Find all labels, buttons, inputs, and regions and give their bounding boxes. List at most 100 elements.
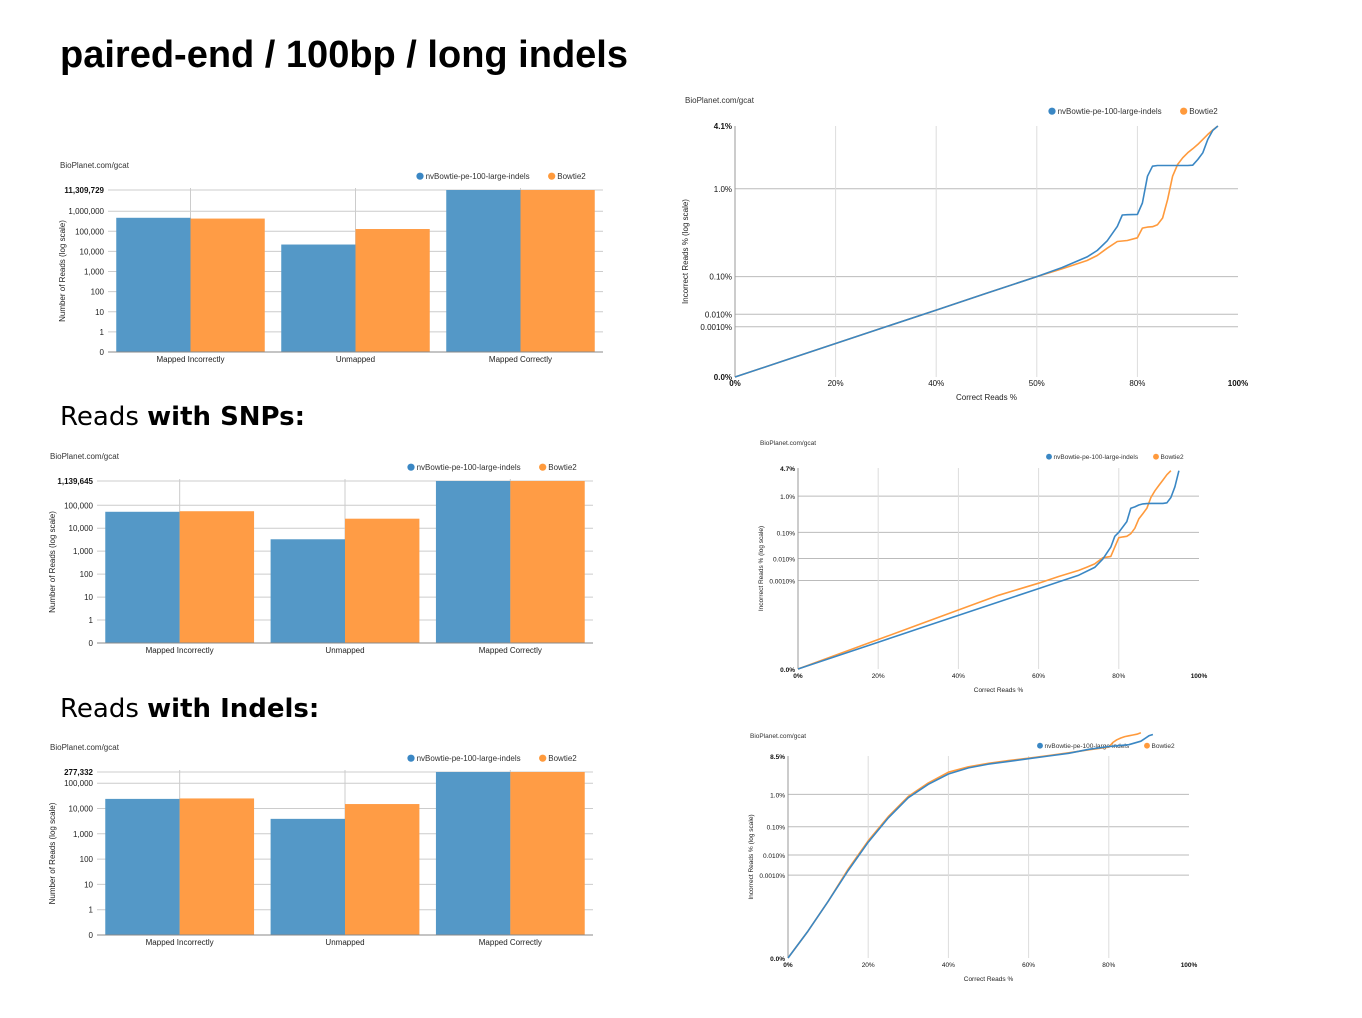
bar-nvbowtie — [105, 798, 180, 935]
x-tick-label: Mapped Incorrectly — [146, 646, 214, 655]
bar-bowtie2 — [190, 218, 265, 352]
snp-section-prefix: Reads — [60, 402, 148, 432]
legend-label-0: nvBowtie-pe-100-large-indels — [1058, 107, 1162, 116]
y-axis-label: Number of Reads (log scale) — [48, 511, 57, 613]
bar-bowtie2 — [355, 229, 430, 352]
bar-bowtie2 — [179, 798, 255, 935]
bar-bowtie2 — [510, 772, 585, 935]
y-max-label: 11,309,729 — [64, 186, 104, 195]
x-tick-label: 80% — [1129, 379, 1145, 388]
series-line-nvbowtie — [734, 125, 1219, 378]
x-tick-label: 40% — [928, 379, 944, 388]
series-line-nvbowtie — [787, 733, 1154, 959]
x-tick-label: 80% — [1102, 962, 1115, 969]
y-tick-label: 0.010% — [763, 853, 785, 860]
y-tick-label: 100,000 — [64, 501, 93, 510]
y-tick-label: 0.0% — [780, 667, 795, 674]
y-tick-label: 4.7% — [780, 466, 795, 473]
chart-source-label: BioPlanet.com/gcat — [685, 96, 755, 105]
y-axis-label: Incorrect Reads % (log scale) — [758, 526, 765, 611]
legend-label-1: Bowtie2 — [557, 172, 586, 181]
y-tick-label: 8.5% — [770, 754, 785, 761]
x-axis-label: Correct Reads % — [974, 687, 1024, 694]
y-tick-label: 10,000 — [69, 805, 94, 814]
bar-nvbowtie — [435, 772, 511, 935]
y-axis-label: Number of Reads (log scale) — [48, 802, 57, 904]
x-tick-label: 40% — [942, 962, 955, 969]
legend-label-0: nvBowtie-pe-100-large-indels — [417, 754, 521, 763]
bar-chart-indel-reads: BioPlanet.com/gcat nvBowtie-pe-100-large-… — [45, 742, 605, 957]
bar-nvbowtie — [116, 217, 191, 352]
bar-nvbowtie — [270, 539, 345, 643]
legend-marker-1 — [539, 463, 547, 471]
legend-label-0: nvBowtie-pe-100-large-indels — [426, 172, 530, 181]
y-tick-label: 100 — [80, 570, 94, 579]
bar-nvbowtie — [270, 818, 345, 935]
line-chart-indel-reads: BioPlanet.com/gcat nvBowtie-pe-100-large-… — [745, 731, 1205, 986]
y-tick-label: 10,000 — [80, 247, 105, 256]
y-tick-label: 0.10% — [709, 273, 732, 282]
y-tick-label: 0.0010% — [759, 873, 785, 880]
y-tick-label: 100,000 — [64, 779, 93, 788]
y-tick-label: 0.0% — [714, 373, 732, 382]
series-line-bowtie2 — [797, 470, 1172, 670]
legend-marker-0 — [416, 172, 424, 180]
y-axis-label: Incorrect Reads % (log scale) — [681, 199, 690, 304]
legend-label-1: Bowtie2 — [1161, 454, 1185, 461]
snp-section-heading: Reads with SNPs: — [60, 402, 305, 432]
x-tick-label: 20% — [862, 962, 875, 969]
x-tick-label: 100% — [1228, 379, 1248, 388]
series-line-bowtie2 — [734, 125, 1219, 378]
y-tick-label: 1,000 — [84, 268, 105, 277]
chart-source-label: BioPlanet.com/gcat — [750, 733, 806, 740]
x-tick-label: 0% — [783, 962, 793, 969]
y-tick-label: 0 — [89, 931, 94, 940]
x-tick-label: 60% — [1022, 962, 1035, 969]
y-tick-label: 4.1% — [714, 122, 732, 131]
bar-bowtie2 — [520, 190, 595, 352]
x-tick-label: 20% — [872, 673, 885, 680]
legend-marker-0 — [407, 463, 415, 471]
y-tick-label: 0.0010% — [700, 323, 732, 332]
legend-label-1: Bowtie2 — [1189, 107, 1218, 116]
y-tick-label: 0.010% — [705, 310, 732, 319]
x-tick-label: Mapped Correctly — [479, 646, 542, 655]
x-tick-label: Mapped Correctly — [489, 355, 552, 364]
y-tick-label: 0.010% — [773, 556, 795, 563]
line-chart-svg: BioPlanet.com/gcat nvBowtie-pe-100-large-… — [681, 96, 1248, 402]
legend-marker-1 — [1153, 453, 1159, 460]
bar-nvbowtie — [281, 244, 356, 352]
y-tick-label: 1,000 — [73, 830, 94, 839]
x-tick-label: Unmapped — [325, 646, 364, 655]
y-axis-label: Number of Reads (log scale) — [58, 220, 67, 322]
y-tick-label: 1 — [89, 906, 94, 915]
y-tick-label: 1 — [100, 328, 105, 337]
y-tick-label: 0 — [89, 639, 94, 648]
y-tick-label: 0.0% — [770, 956, 785, 963]
x-tick-label: 100% — [1191, 673, 1208, 680]
legend-marker-0 — [1037, 742, 1043, 749]
line-chart-snp-reads: BioPlanet.com/gcat nvBowtie-pe-100-large-… — [755, 438, 1215, 698]
y-axis-label: Incorrect Reads % (log scale) — [748, 814, 755, 899]
line-chart-all-reads: BioPlanet.com/gcat nvBowtie-pe-100-large-… — [680, 95, 1260, 405]
y-tick-label: 0.0010% — [769, 579, 795, 586]
snp-section-bold: with SNPs: — [147, 402, 306, 432]
legend-label-0: nvBowtie-pe-100-large-indels — [417, 463, 521, 472]
line-chart-svg: BioPlanet.com/gcat nvBowtie-pe-100-large-… — [748, 732, 1198, 983]
bar-chart-snp-reads: BioPlanet.com/gcat nvBowtie-pe-100-large-… — [45, 450, 605, 665]
chart-source-label: BioPlanet.com/gcat — [50, 743, 120, 752]
y-tick-label: 1.0% — [770, 792, 785, 799]
bar-nvbowtie — [446, 190, 521, 352]
legend-marker-0 — [1046, 453, 1052, 460]
x-axis-label: Correct Reads % — [964, 976, 1014, 983]
legend-label-1: Bowtie2 — [548, 463, 577, 472]
y-max-label: 1,139,645 — [57, 477, 93, 486]
indel-section-prefix: Reads — [60, 694, 148, 724]
y-tick-label: 10 — [84, 593, 93, 602]
y-tick-label: 10,000 — [69, 524, 94, 533]
indel-section-heading: Reads with Indels: — [60, 694, 319, 724]
bar-chart-svg: BioPlanet.com/gcat nvBowtie-pe-100-large-… — [48, 452, 593, 655]
bar-chart-all-reads: BioPlanet.com/gcat nvBowtie-pe-100-large-… — [55, 160, 615, 370]
chart-source-label: BioPlanet.com/gcat — [50, 452, 120, 461]
legend-marker-0 — [1048, 107, 1056, 115]
